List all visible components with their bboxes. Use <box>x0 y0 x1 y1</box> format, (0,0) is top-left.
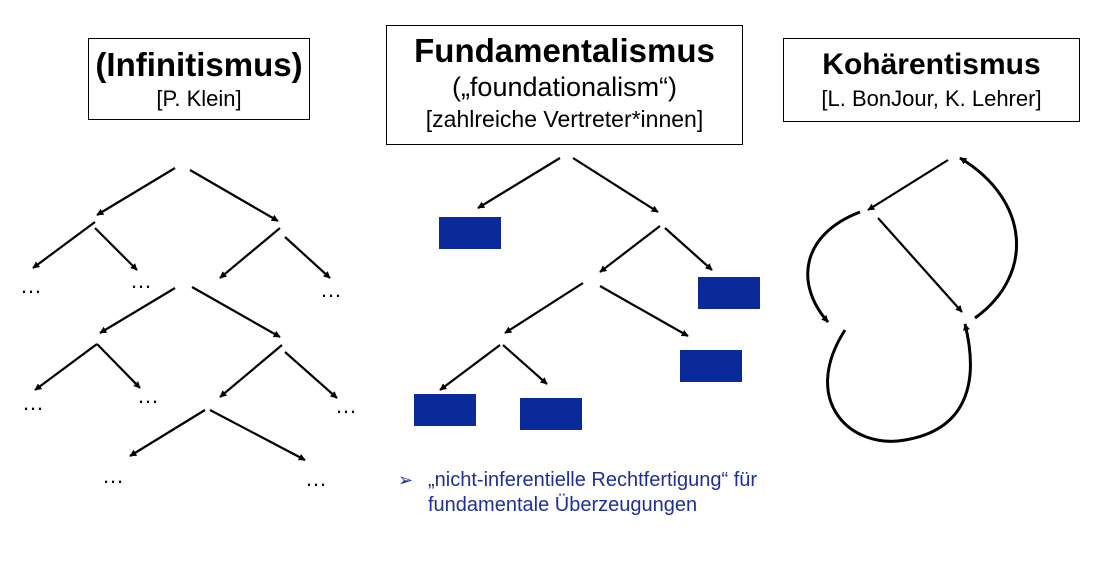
foundationalism-representatives: [zahlreiche Vertreter*innen] <box>425 106 704 132</box>
arrow-bullet-icon: ➢ <box>398 470 414 490</box>
inf-arrow-3 <box>32 221 96 269</box>
koh-arrow-1 <box>867 159 949 211</box>
inf-arrow-10 <box>96 343 141 389</box>
koh-curve-1 <box>806 210 861 323</box>
fund-arrow-7 <box>439 344 501 391</box>
foundationalism-note: ➢ „nicht-inferentielle Rechtfertigung“ f… <box>398 468 757 518</box>
coherentism-box: Kohärentismus [L. BonJour, K. Lehrer] <box>783 38 1080 122</box>
inf-arrow-1 <box>96 167 176 216</box>
ellipsis: … <box>137 383 159 408</box>
basic-belief-block <box>439 217 501 249</box>
note-line-1: „nicht-inferentielle Rechtfertigung“ für <box>428 469 758 491</box>
ellipsis: … <box>22 390 44 415</box>
inf-arrow-5 <box>219 227 281 279</box>
inf-arrow-13 <box>129 409 206 457</box>
fund-arrow-6 <box>599 285 689 337</box>
ellipsis: … <box>335 393 357 418</box>
basic-belief-block <box>414 394 476 426</box>
fund-arrow-4 <box>664 227 713 271</box>
ellipsis: … <box>130 268 152 293</box>
note-line-2: fundamentale Überzeugungen <box>428 494 698 516</box>
infinitism-subtitle: [P. Klein] <box>156 86 242 111</box>
foundationalism-title: Fundamentalismus <box>414 32 715 69</box>
ellipsis: … <box>20 273 42 298</box>
inf-arrow-9 <box>34 343 98 391</box>
inf-arrow-12 <box>284 351 338 399</box>
inf-arrow-7 <box>99 287 176 334</box>
inf-arrow-4 <box>94 227 138 271</box>
koh-curve-3 <box>959 156 1018 320</box>
infinitism-box: (Infinitismus) [P. Klein] <box>88 38 310 120</box>
foundationalism-subtitle: („foundationalism“) <box>451 72 678 102</box>
fund-arrow-1 <box>477 157 561 209</box>
inf-arrow-8 <box>191 286 281 338</box>
fund-arrow-2 <box>572 157 659 213</box>
inf-arrow-6 <box>284 236 331 279</box>
inf-arrow-2 <box>189 169 279 222</box>
fund-arrow-5 <box>504 282 584 334</box>
basic-belief-block <box>520 398 582 430</box>
foundationalism-tree <box>439 157 713 391</box>
infinitism-tree <box>32 167 338 461</box>
ellipsis: … <box>102 463 124 488</box>
fund-arrow-3 <box>599 225 661 273</box>
coherentism-title: Kohärentismus <box>822 48 1041 81</box>
inf-arrow-14 <box>209 409 306 461</box>
ellipsis: … <box>320 277 342 302</box>
coherentism-subtitle: [L. BonJour, K. Lehrer] <box>821 86 1042 111</box>
fund-arrow-8 <box>502 344 548 385</box>
infinitism-title: (Infinitismus) <box>95 46 303 83</box>
basic-belief-block <box>680 350 742 382</box>
ellipsis: … <box>305 466 327 491</box>
basic-beliefs <box>414 217 760 430</box>
infinitism-ellipses: … … … … … … … … <box>20 268 357 491</box>
foundationalism-box: Fundamentalismus („foundationalism“) [za… <box>386 25 743 145</box>
basic-belief-block <box>698 277 760 309</box>
inf-arrow-11 <box>219 344 283 398</box>
koh-curve-2 <box>826 323 972 443</box>
koh-arrow-2 <box>877 217 963 313</box>
coherentism-network <box>806 156 1018 443</box>
